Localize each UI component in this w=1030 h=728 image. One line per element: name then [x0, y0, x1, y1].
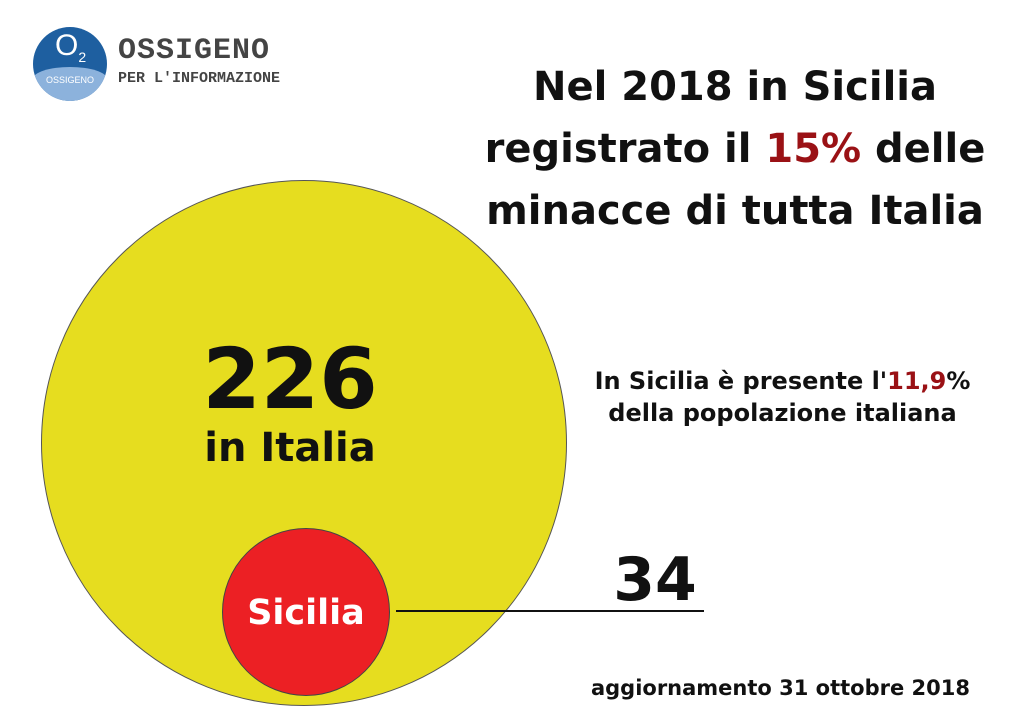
- italy-label: in Italia: [204, 425, 376, 471]
- sicily-label: Sicilia: [247, 593, 365, 633]
- sicily-leader-line: [396, 610, 704, 612]
- page-title: Nel 2018 in Sicilia registrato il 15% de…: [480, 56, 990, 242]
- population-line-2: della popolazione italiana: [608, 399, 957, 427]
- logo-badge: O2 OSSIGENO: [33, 27, 107, 101]
- update-date: aggiornamento 31 ottobre 2018: [590, 676, 970, 700]
- population-text: In Sicilia è presente l': [594, 367, 888, 395]
- logo-badge-text: OSSIGENO: [45, 75, 94, 85]
- logo-tagline: PER L'INFORMAZIONE: [118, 70, 281, 87]
- logo-lower-band: [33, 67, 107, 101]
- title-highlight: 15%: [765, 126, 862, 172]
- title-text: delle: [861, 126, 986, 172]
- title-line-1: Nel 2018 in Sicilia: [533, 64, 937, 110]
- title-line-2: registrato il 15% delle: [480, 118, 990, 180]
- sicily-circle: [222, 528, 390, 696]
- logo-symbol: O2: [55, 29, 86, 65]
- italy-value: 226: [202, 330, 378, 428]
- population-line-1: In Sicilia è presente l'11,9%: [590, 365, 975, 397]
- population-percent: %: [946, 367, 971, 395]
- title-line-3: minacce di tutta Italia: [486, 188, 984, 234]
- sicily-value: 34: [613, 545, 697, 615]
- logo-name: OSSIGENO: [118, 34, 271, 68]
- logo-symbol-sub: 2: [78, 49, 87, 65]
- title-text: registrato il: [484, 126, 766, 172]
- population-highlight: 11,9: [887, 367, 947, 395]
- population-note: In Sicilia è presente l'11,9% della popo…: [590, 365, 975, 429]
- logo-symbol-o: O: [55, 29, 79, 62]
